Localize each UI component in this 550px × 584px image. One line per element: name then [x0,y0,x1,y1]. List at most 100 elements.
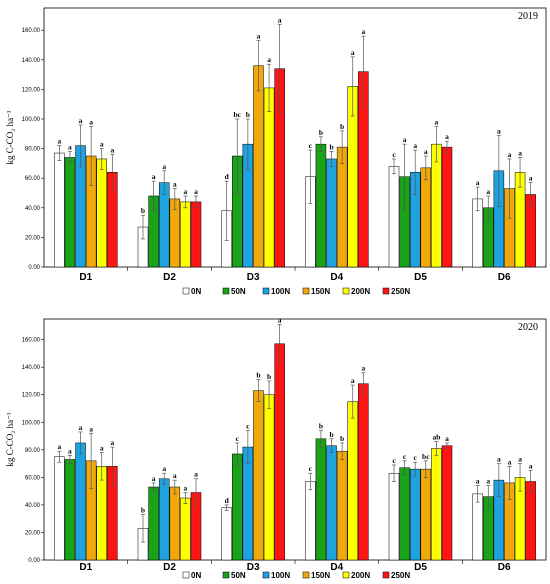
bar-D6-250N [525,481,536,561]
bar-D2-150N [169,486,181,561]
bar-D2-100N [158,478,170,561]
legend-swatch-0N [182,287,190,295]
significance-letter: b [319,128,323,137]
category-label: D2 [163,562,176,573]
significance-letter: bc [422,452,430,461]
significance-letter: a [361,27,365,36]
significance-letter: c [236,434,240,443]
y-tick-label: 40.00 [25,206,41,212]
y-tick-label: 20.00 [25,235,41,241]
significance-letter: a [162,464,166,473]
bar-D1-200N [96,158,107,268]
significance-letter: a [79,423,83,432]
significance-letter: b [329,143,333,152]
legend-swatch-150N [302,287,310,295]
significance-letter: a [508,457,512,466]
significance-letter: a [518,148,522,157]
bar-D1-0N [54,456,65,561]
legend-swatch-250N [382,287,390,295]
significance-letter: a [89,424,93,433]
bar-D2-200N [180,497,191,561]
significance-letter: c [414,453,418,462]
y-tick-label: 100.00 [22,117,41,123]
legend-swatch-200N [342,571,350,579]
chart-title: 2019 [518,11,538,22]
significance-letter: a [89,117,93,126]
chart-title: 2020 [518,322,538,333]
bar-D3-150N [253,390,264,561]
significance-letter: a [152,172,156,181]
significance-letter: a [435,117,439,126]
category-label: D3 [247,272,260,283]
legend-label-150N: 150N [311,571,330,580]
significance-letter: b [267,372,271,381]
significance-letter: a [110,438,114,447]
significance-letter: c [392,150,396,159]
bar-D3-250N [274,343,285,561]
y-tick-label: 120.00 [22,87,41,93]
bar-D4-200N [347,401,358,561]
category-label: D1 [79,272,92,283]
y-tick-label: 100.00 [22,420,41,426]
legend-label-0N: 0N [191,571,201,580]
significance-letter: a [351,48,355,57]
bar-D4-150N [336,146,348,268]
significance-letter: b [340,122,344,131]
bar-D4-100N [326,445,337,561]
significance-letter: c [246,422,250,431]
bar-D1-50N [64,459,76,561]
significance-letter: ab [432,433,440,442]
y-tick-label: 60.00 [25,176,41,182]
bar-D1-100N [75,442,86,561]
bar-D3-200N [263,87,275,268]
category-label: D4 [330,272,343,283]
y-tick-label: 140.00 [22,58,41,64]
y-tick-label: 120.00 [22,393,41,399]
significance-letter: a [57,442,61,451]
significance-letter: a [529,461,533,470]
bar-D5-150N [420,468,432,561]
bar-D5-100N [409,468,421,561]
legend-label-250N: 250N [391,287,410,296]
significance-letter: a [173,471,177,480]
y-tick-label: 40.00 [25,503,41,509]
category-label: D5 [414,272,427,283]
category-label: D2 [163,272,176,283]
y-tick-label: 60.00 [25,475,41,481]
significance-letter: b [141,506,145,515]
bar-D5-250N [441,445,453,561]
significance-letter: b [141,206,145,215]
y-tick-label: 0.00 [28,558,40,564]
bar-D5-200N [431,448,442,561]
bar-D6-0N [472,493,483,561]
bar-D4-250N [358,383,369,561]
plot-frame [43,318,547,561]
significance-letter: a [194,187,198,196]
significance-letter: c [392,456,396,465]
legend-swatch-50N [222,571,230,579]
bar-D1-50N [64,157,76,268]
significance-letter: a [173,180,177,189]
significance-letter: a [257,32,261,41]
significance-letter: b [256,371,260,380]
bar-D5-150N [420,167,432,268]
significance-letter: a [162,162,166,171]
y-tick-label: 80.00 [25,448,41,454]
significance-letter: c [403,452,407,461]
significance-letter: a [79,116,83,125]
bar-D3-150N [253,65,264,268]
bar-D4-0N [305,481,316,561]
significance-letter: c [309,141,313,150]
bar-D3-50N [232,453,243,561]
significance-letter: a [508,150,512,159]
y-tick-label: 140.00 [22,365,41,371]
legend-swatch-0N [182,571,190,579]
significance-letter: a [57,137,61,146]
category-label: D3 [247,562,260,573]
y-axis-label: kg C-CO₂ ha⁻¹ [5,110,15,164]
legend-label-150N: 150N [311,287,330,296]
y-tick-label: 160.00 [22,28,41,34]
legend-swatch-150N [302,571,310,579]
significance-letter: a [413,141,417,150]
category-label: D1 [79,562,92,573]
